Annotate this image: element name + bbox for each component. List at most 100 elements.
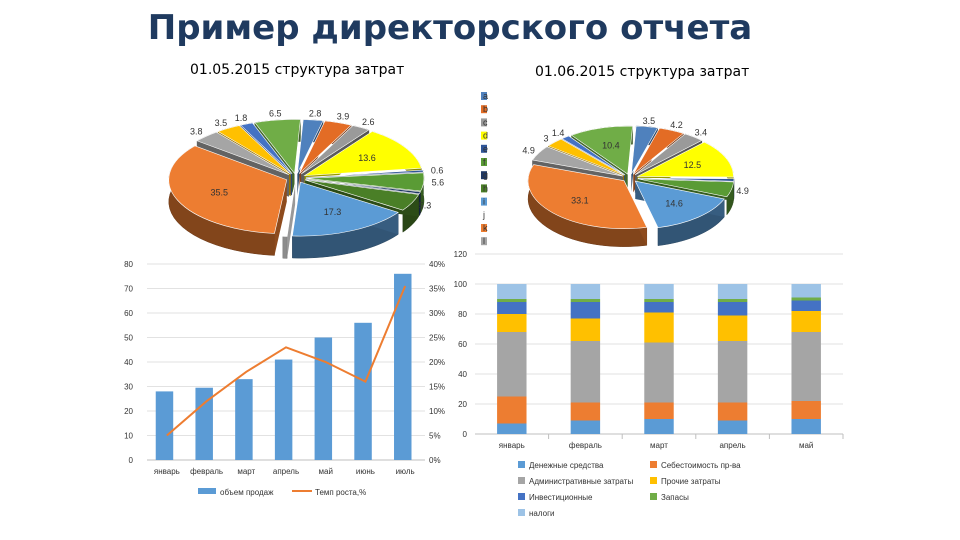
pie0-slice-wall-10 — [274, 179, 287, 256]
pie1-slice-11 — [570, 125, 633, 175]
pie1-slice-8 — [531, 146, 624, 177]
pie0-label-11: 3.8 — [190, 127, 203, 137]
pie1-slice-0 — [631, 125, 659, 175]
pie0-slice-14 — [254, 119, 301, 175]
pie0-legend-label-8: i — [483, 197, 485, 207]
stacked-legend-swatch-3 — [650, 477, 657, 484]
pie0-slice-2 — [300, 125, 370, 175]
pie1-label-11: 10.4 — [602, 141, 620, 151]
stacked-xtick-1: февраль — [569, 441, 602, 450]
pie0-slice-5 — [305, 172, 425, 192]
pie0-legend-label-0: a — [483, 91, 488, 101]
combo-ytick-right-7: 35% — [429, 285, 445, 294]
stacked-xtick-0: январь — [499, 441, 525, 450]
stacked-bar-0-3 — [497, 314, 527, 332]
stacked-bar-2-4 — [644, 302, 674, 313]
pie1-label-1: 4.2 — [670, 120, 683, 130]
combo-bar-2 — [235, 379, 253, 460]
stacked-legend-label-1: Себестоимость пр-ва — [661, 461, 741, 470]
pie0-slice-side-9 — [282, 236, 288, 259]
stacked-bar-3-5 — [717, 299, 748, 302]
pie0-legend-label-6: g — [483, 170, 488, 180]
combo-legend-swatch-0 — [198, 488, 216, 494]
pie1-label-3: 12.5 — [684, 160, 702, 170]
pie0-legend-label-5: f — [483, 157, 486, 167]
stacked-bar-0-0 — [497, 423, 527, 434]
pie-may-title: 01.05.2015 структура затрат — [190, 62, 405, 78]
pie0-label-14: 6.5 — [269, 109, 282, 119]
stacked-bar-3-4 — [717, 302, 748, 316]
pie0-slice-3 — [303, 131, 422, 176]
pie0-label-13: 1.8 — [235, 113, 248, 123]
stacked-bar-2-2 — [644, 342, 674, 403]
pie0-label-2: 2.6 — [362, 117, 375, 127]
stacked-legend-label-5: Запасы — [661, 493, 689, 502]
stacked-ytick-4: 80 — [458, 310, 467, 319]
pie1-label-0: 3.5 — [643, 116, 656, 126]
combo-ytick-left-7: 70 — [124, 285, 133, 294]
combo-ytick-right-0: 0% — [429, 456, 441, 465]
stacked-legend-label-0: Денежные средства — [529, 461, 604, 470]
pie1-slice-1 — [632, 127, 685, 175]
pie0-slice-13 — [240, 122, 293, 174]
stacked-bar-4-4 — [791, 300, 821, 311]
page-title: Пример директорского отчета — [147, 8, 753, 48]
stacked-bar-3-1 — [717, 402, 748, 421]
pie0-slice-wall-7 — [305, 179, 419, 217]
pie1-label-5: 4.9 — [736, 186, 749, 196]
pie0-legend-label-10: k — [483, 223, 488, 233]
pie0-legend-label-3: d — [483, 131, 488, 141]
stacked-legend-swatch-6 — [518, 509, 525, 516]
pie0-legend-label-2: c — [483, 117, 488, 127]
pie0-legend-swatch-6 — [481, 171, 487, 180]
combo-ytick-left-8: 80 — [124, 260, 133, 269]
pie1-label-10: 1.4 — [552, 128, 565, 138]
stacked-bar-2-3 — [644, 312, 674, 343]
pie1-label-6: 14.6 — [665, 199, 683, 209]
stacked-legend-swatch-4 — [518, 493, 525, 500]
stacked-legend-swatch-1 — [650, 461, 657, 468]
pie0-slice-9 — [282, 182, 296, 237]
stacked-bar-4-5 — [791, 297, 821, 301]
pie0-label-4: 0.6 — [431, 165, 444, 175]
stacked-bar-1-5 — [570, 299, 601, 302]
combo-bar-4 — [314, 337, 333, 460]
stacked-bar-2-5 — [644, 299, 674, 302]
stacked-bar-2-0 — [644, 419, 674, 434]
pie0-legend-swatch-2 — [481, 118, 487, 127]
pie-june-title: 01.06.2015 структура затрат — [535, 64, 750, 80]
pie0-label-5: 5.6 — [432, 177, 445, 187]
pie0-slice-wall-9 — [287, 182, 296, 259]
pie0-legend-label-11: l — [483, 236, 485, 246]
combo-legend-label-0: объем продаж — [220, 488, 274, 497]
stacked-ytick-0: 0 — [463, 430, 468, 439]
pie0-label-8: 17.3 — [324, 207, 342, 217]
combo-ytick-right-4: 20% — [429, 358, 445, 367]
pie0-legend-swatch-3 — [481, 131, 487, 140]
stacked-bar-1-1 — [570, 402, 601, 421]
pie0-legend-swatch-0 — [481, 92, 487, 100]
pie0-slice-1 — [299, 120, 352, 174]
pie1-slice-2 — [634, 133, 703, 176]
combo-xtick-5: июнь — [356, 467, 375, 476]
combo-ytick-right-6: 30% — [429, 309, 445, 318]
stacked-bar-3-2 — [717, 341, 748, 403]
pie0-legend-swatch-8 — [481, 197, 487, 206]
pie1-slice-6 — [634, 180, 725, 228]
stacked-legend-swatch-5 — [650, 493, 657, 500]
pie0-legend-swatch-5 — [481, 158, 487, 166]
stacked-xtick-4: май — [799, 441, 813, 450]
pie0-slice-6 — [305, 178, 421, 195]
pie0-label-3: 13.6 — [358, 153, 376, 163]
combo-bar-3 — [274, 359, 293, 460]
stacked-bar-1-0 — [570, 420, 601, 434]
stacked-bar-1-2 — [570, 341, 601, 403]
stacked-bar-0-5 — [497, 299, 527, 302]
combo-ytick-right-5: 25% — [429, 334, 445, 343]
pie0-legend-label-4: e — [483, 144, 488, 154]
stacked-ytick-1: 20 — [458, 400, 467, 409]
pie1-label-9: 3 — [543, 133, 548, 143]
stacked-bar-4-2 — [791, 332, 821, 401]
pie0-slice-12 — [217, 125, 291, 175]
pie1-slice-4 — [637, 177, 735, 182]
